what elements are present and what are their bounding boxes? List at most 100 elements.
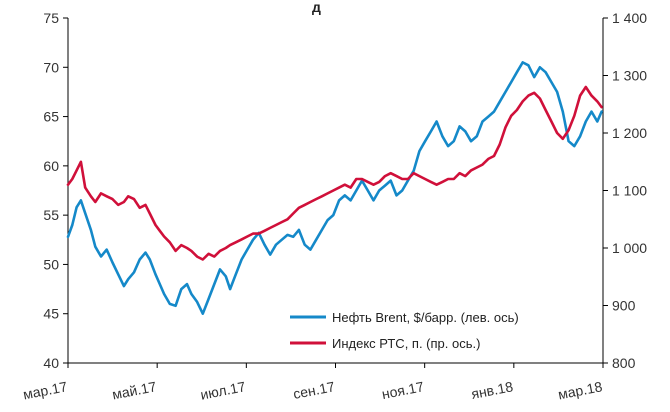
- data-point-brent: [321, 229, 323, 231]
- data-point-brent: [504, 91, 507, 93]
- data-point-rts: [585, 86, 587, 88]
- data-point-brent: [355, 189, 358, 192]
- data-point-brent: [240, 258, 243, 261]
- data-point-rts: [567, 129, 570, 131]
- data-point-brent: [202, 312, 204, 315]
- data-point-rts: [180, 244, 183, 246]
- data-point-rts: [430, 181, 432, 183]
- data-point-rts: [539, 97, 541, 100]
- data-point-brent: [159, 283, 161, 285]
- data-point-brent: [190, 293, 193, 295]
- data-point-brent: [117, 273, 119, 276]
- data-point-brent: [367, 189, 369, 192]
- data-point-brent: [144, 251, 147, 254]
- data-point-rts: [169, 241, 171, 244]
- data-point-rts: [225, 247, 227, 249]
- data-point-rts: [481, 163, 484, 166]
- right-tick-label: 1 000: [612, 240, 647, 256]
- data-point-brent: [464, 130, 467, 133]
- data-point-brent: [338, 199, 340, 202]
- data-point-rts: [372, 183, 375, 186]
- data-point-brent: [94, 245, 97, 248]
- data-point-rts: [303, 204, 306, 206]
- data-point-rts: [154, 224, 157, 226]
- data-point-brent: [123, 285, 125, 287]
- data-point-rts: [326, 192, 329, 195]
- data-point-rts: [418, 175, 421, 177]
- data-point-brent: [127, 278, 129, 281]
- data-point-brent: [67, 236, 69, 238]
- data-point-brent: [527, 64, 530, 67]
- data-point-brent: [476, 135, 478, 138]
- data-point-rts: [533, 92, 535, 94]
- data-point-rts: [219, 250, 221, 252]
- data-point-rts: [292, 212, 295, 215]
- data-point-rts: [389, 172, 392, 174]
- data-point-brent: [219, 268, 221, 271]
- data-point-brent: [470, 140, 472, 142]
- data-point-brent: [133, 271, 135, 274]
- data-point-rts: [516, 109, 518, 111]
- data-point-brent: [458, 125, 461, 128]
- data-point-brent: [180, 288, 183, 290]
- data-point-rts: [544, 109, 547, 111]
- data-point-rts: [84, 186, 86, 189]
- data-point-brent: [90, 229, 92, 231]
- data-point-brent: [567, 140, 570, 142]
- data-point-rts: [133, 198, 135, 200]
- data-point-rts: [111, 198, 114, 200]
- data-point-rts: [186, 247, 188, 249]
- right-tick-label: 1 200: [612, 125, 647, 141]
- data-point-rts: [105, 195, 108, 198]
- data-point-brent: [263, 243, 266, 246]
- data-point-rts: [562, 138, 564, 140]
- data-point-brent: [303, 243, 306, 246]
- data-point-brent: [309, 248, 312, 251]
- data-point-brent: [169, 303, 171, 305]
- left-tick-label: 45: [43, 306, 59, 322]
- data-point-brent: [225, 275, 227, 278]
- data-point-brent: [418, 150, 421, 152]
- data-point-brent: [556, 91, 558, 93]
- data-point-rts: [600, 106, 603, 108]
- data-point-brent: [84, 212, 86, 214]
- right-tick-label: 900: [612, 298, 636, 314]
- x-tick-label: янв.18: [470, 378, 515, 402]
- data-point-rts: [579, 94, 581, 97]
- data-point-rts: [464, 175, 467, 177]
- right-tick-label: 800: [612, 355, 636, 371]
- left-tick-label: 75: [43, 10, 59, 26]
- data-point-brent: [154, 273, 157, 276]
- data-point-brent: [252, 239, 254, 241]
- right-tick-label: 1 300: [612, 68, 647, 84]
- data-point-brent: [498, 101, 501, 103]
- data-point-brent: [435, 120, 438, 123]
- data-point-brent: [600, 110, 603, 113]
- data-point-rts: [447, 178, 449, 180]
- data-point-rts: [100, 192, 102, 195]
- data-point-brent: [585, 120, 587, 123]
- data-point-brent: [510, 81, 512, 83]
- data-point-rts: [174, 250, 177, 252]
- data-point-brent: [521, 61, 524, 64]
- data-point-brent: [71, 224, 74, 226]
- data-point-rts: [470, 169, 472, 172]
- series-line-rts: [66, 85, 603, 261]
- x-tick-label: июл.17: [199, 378, 247, 402]
- data-point-brent: [550, 81, 553, 83]
- data-point-brent: [269, 253, 272, 256]
- data-point-rts: [521, 100, 524, 103]
- data-point-brent: [138, 258, 141, 261]
- data-point-rts: [332, 189, 335, 192]
- left-tick-label: 60: [43, 158, 59, 174]
- data-point-brent: [389, 179, 392, 182]
- left-tick-label: 55: [43, 207, 59, 223]
- data-point-brent: [562, 110, 564, 113]
- data-point-brent: [544, 71, 547, 73]
- data-point-rts: [163, 235, 165, 238]
- data-point-rts: [298, 207, 300, 209]
- data-point-rts: [407, 178, 409, 180]
- x-tick-label: сен.17: [292, 378, 336, 402]
- data-point-brent: [596, 120, 599, 123]
- data-point-rts: [138, 207, 141, 209]
